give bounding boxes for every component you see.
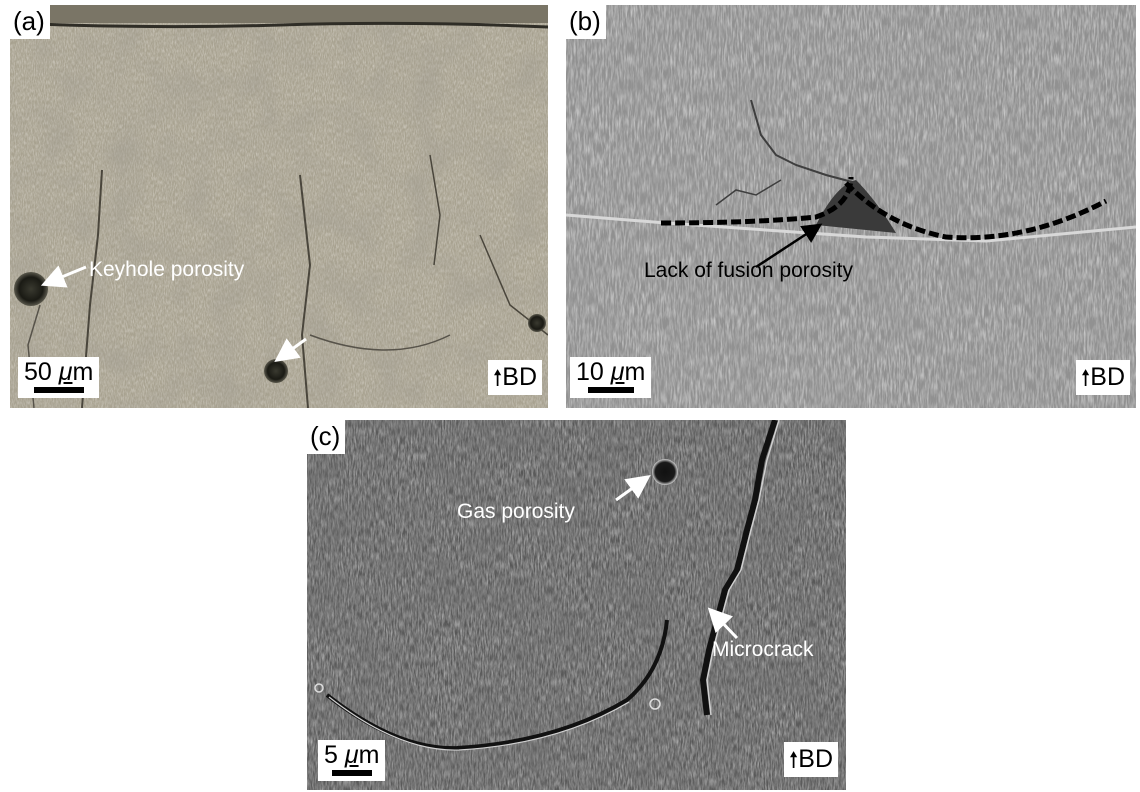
micrograph-b-image (566, 5, 1136, 408)
panel-b-scale-bar: 10 μm (570, 357, 652, 398)
panel-b-label: (b) (566, 5, 606, 39)
panel-a-optical-micrograph: (a) Keyhole porosity 50 μm 🠕BD (10, 5, 548, 408)
bd-b-text: BD (1090, 363, 1125, 391)
microcrack-label: Microcrack (712, 638, 814, 661)
scale-c-m: m (358, 741, 380, 769)
scale-b-m: m (624, 358, 646, 386)
scale-a-mu: μ (58, 358, 73, 386)
panel-c-build-direction: 🠕BD (783, 742, 838, 777)
bd-c-text: BD (798, 745, 833, 773)
scale-b-mu: μ (610, 358, 625, 386)
panel-c-sem-micrograph: (c) Gas porosity Microcrack 5 μm 🠕BD (307, 420, 846, 790)
bd-a-text: BD (502, 363, 537, 391)
panel-a-scale-bar: 50 μm (18, 357, 100, 398)
scale-c-value: 5 (324, 741, 338, 769)
panel-b-build-direction: 🠕BD (1075, 360, 1130, 395)
bd-arrow-icon: 🠕 (788, 747, 799, 772)
bd-arrow-icon: 🠕 (1080, 365, 1091, 390)
scale-a-m: m (72, 358, 94, 386)
panel-b-sem-micrograph: (b) Lack of fusion porosity 10 μm 🠕BD (566, 5, 1136, 408)
gas-porosity-label: Gas porosity (457, 500, 575, 523)
panel-c-label: (c) (307, 420, 346, 454)
scale-a-bar-line (33, 387, 84, 393)
panel-c-scale-bar: 5 μm (318, 740, 386, 781)
scale-a-value: 50 (24, 358, 52, 386)
scale-b-value: 10 (576, 358, 604, 386)
micrograph-a-image (10, 5, 548, 408)
lack-of-fusion-label: Lack of fusion porosity (644, 259, 853, 282)
scale-c-mu: μ (344, 741, 359, 769)
scale-b-bar-line (587, 387, 634, 393)
panel-a-label: (a) (10, 5, 50, 39)
bd-arrow-icon: 🠕 (492, 365, 503, 390)
scale-c-bar-line (331, 770, 372, 776)
micrograph-c-image (307, 420, 846, 790)
keyhole-porosity-label: Keyhole porosity (89, 258, 245, 281)
panel-a-build-direction: 🠕BD (487, 360, 542, 395)
